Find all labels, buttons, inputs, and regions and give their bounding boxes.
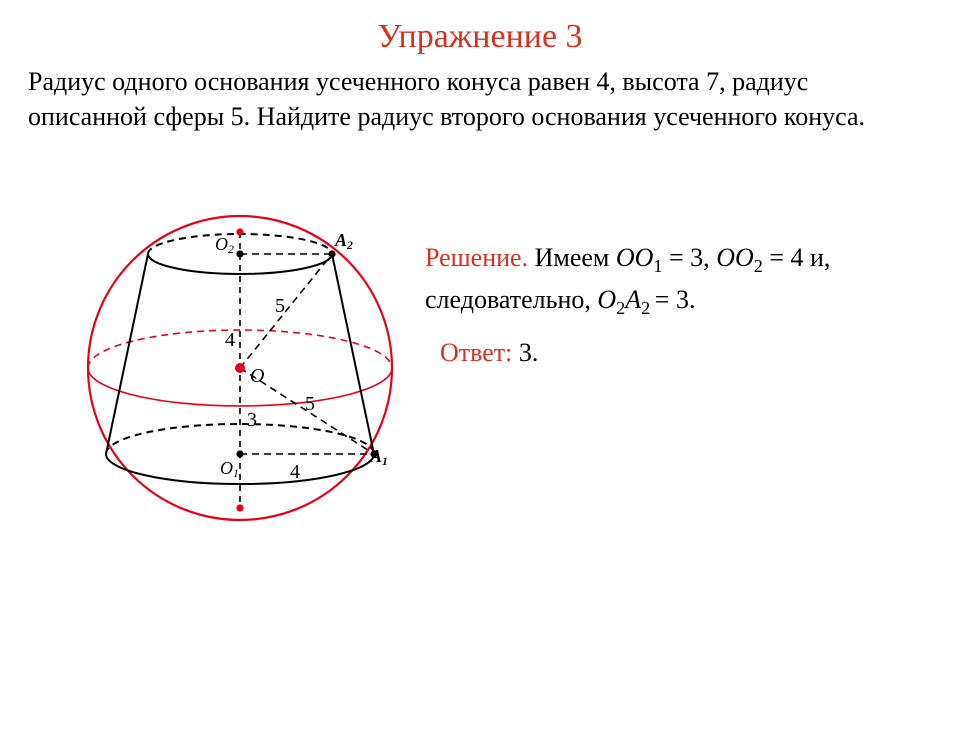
sol-a2: A xyxy=(625,285,641,314)
sol-sub2: 2 xyxy=(754,256,763,276)
sol-o2: O xyxy=(597,285,616,314)
answer-value: 3. xyxy=(512,338,538,367)
svg-text:3: 3 xyxy=(247,409,257,431)
svg-text:O2: O2 xyxy=(215,234,234,256)
sol-oo1: OO xyxy=(616,243,654,272)
sol-t2: следовательно, xyxy=(425,285,597,314)
sol-eq2: = 4 и, xyxy=(763,243,831,272)
problem-text: Радиус одного основания усеченного конус… xyxy=(28,67,865,131)
solution-label: Решение. xyxy=(425,243,528,272)
svg-text:A2: A2 xyxy=(334,230,353,252)
sol-sub3: 2 xyxy=(616,299,625,319)
sol-eq3: = 3. xyxy=(655,285,696,314)
svg-text:5: 5 xyxy=(275,295,285,317)
answer-block: Ответ: 3. xyxy=(440,338,538,368)
sol-t1: Имеем xyxy=(528,243,616,272)
sol-sub4: 2 xyxy=(641,299,655,319)
sol-eq1: = 3, xyxy=(663,243,717,272)
sol-sub1: 1 xyxy=(653,256,662,276)
svg-text:O: O xyxy=(250,365,264,387)
problem-statement: Радиус одного основания усеченного конус… xyxy=(0,64,960,134)
solution-block: Решение. Имеем OO1 = 3, OO2 = 4 и, следо… xyxy=(425,238,830,323)
svg-text:O1: O1 xyxy=(220,458,239,480)
sol-oo2: OO xyxy=(716,243,754,272)
svg-text:4: 4 xyxy=(290,461,300,483)
svg-text:5: 5 xyxy=(305,393,315,415)
diagram-svg: O O1 O2 A1 A2 5 5 4 4 3 xyxy=(65,210,415,540)
frustum-sphere-diagram: O O1 O2 A1 A2 5 5 4 4 3 xyxy=(65,210,415,540)
title-text: Упражнение 3 xyxy=(377,18,582,55)
answer-label: Ответ: xyxy=(440,338,512,367)
exercise-title: Упражнение 3 xyxy=(0,18,960,56)
svg-text:4: 4 xyxy=(225,329,235,351)
svg-text:A1: A1 xyxy=(369,446,388,468)
